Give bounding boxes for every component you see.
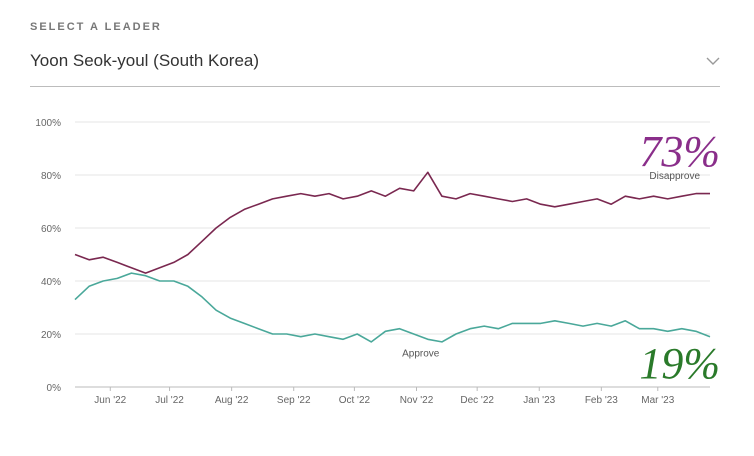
y-tick-label: 80% [41, 171, 61, 182]
select-leader-label: SELECT A LEADER [30, 21, 162, 33]
approve-end-value: 19% [639, 339, 720, 388]
selected-leader: Yoon Seok-youl (South Korea) [30, 51, 260, 70]
y-tick-label: 60% [41, 224, 61, 235]
approval-chart: 0% 20% 40% 60% 80% 100% Jun '22 Jul '22 Aug '22 S… [35, 118, 720, 406]
disapprove-end-value: 73% [639, 127, 720, 176]
x-tick-label: Mar '23 [641, 395, 674, 406]
x-tick-label: Jun '22 [94, 395, 126, 406]
series-label-approve: Approve [402, 349, 440, 360]
series-line-disapprove [74, 171, 710, 274]
x-tick-label: Aug '22 [215, 395, 249, 406]
x-tick-label: Nov '22 [400, 395, 434, 406]
x-tick-label: Feb '23 [585, 395, 618, 406]
series-label-disapprove: Disapprove [649, 171, 700, 182]
series-line-approve [74, 272, 711, 343]
leader-dropdown[interactable]: Yoon Seok-youl (South Korea) [30, 40, 720, 87]
y-tick-label: 20% [41, 330, 61, 341]
x-tick-label: Dec '22 [460, 395, 494, 406]
y-tick-label: 40% [41, 277, 61, 288]
y-tick-label: 0% [47, 383, 62, 394]
chevron-down-icon [706, 57, 720, 65]
x-tick-label: Oct '22 [339, 395, 371, 406]
x-tick-label: Sep '22 [277, 395, 311, 406]
y-tick-label: 100% [35, 118, 61, 129]
x-tick-label: Jul '22 [155, 395, 184, 406]
x-tick-label: Jan '23 [523, 395, 555, 406]
